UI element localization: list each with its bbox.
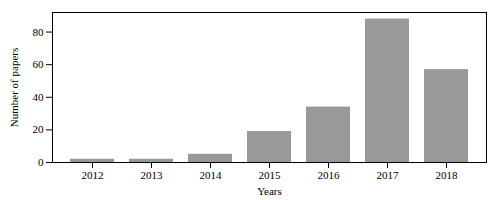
svg-text:20: 20	[33, 123, 45, 135]
svg-text:40: 40	[33, 91, 45, 103]
svg-text:0: 0	[38, 156, 44, 168]
svg-text:Number of papers: Number of papers	[8, 48, 20, 127]
svg-text:2018: 2018	[436, 169, 459, 181]
svg-text:2014: 2014	[200, 169, 223, 181]
svg-text:2015: 2015	[259, 169, 282, 181]
svg-text:Years: Years	[257, 185, 282, 197]
svg-text:2017: 2017	[377, 169, 400, 181]
svg-text:60: 60	[33, 58, 45, 70]
svg-text:2013: 2013	[141, 169, 164, 181]
svg-text:80: 80	[33, 26, 45, 38]
svg-text:2016: 2016	[318, 169, 341, 181]
svg-text:2012: 2012	[82, 169, 104, 181]
